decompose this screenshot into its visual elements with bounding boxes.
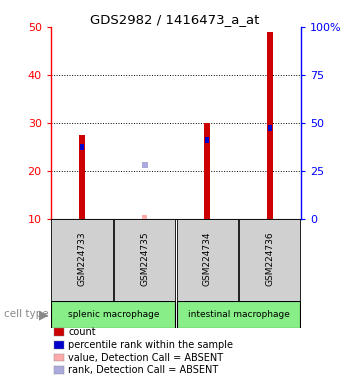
Bar [204,123,210,219]
Bar [267,125,272,131]
Bar [141,162,148,168]
Bar [51,219,113,301]
Bar [239,219,300,301]
Text: GSM224735: GSM224735 [140,231,149,286]
Text: cell type: cell type [4,310,48,319]
Text: percentile rank within the sample: percentile rank within the sample [68,340,233,350]
Bar [79,135,85,219]
Bar [114,219,175,301]
Text: GSM224736: GSM224736 [265,231,274,286]
Bar [176,301,300,328]
Text: ▶: ▶ [39,308,49,321]
Text: rank, Detection Call = ABSENT: rank, Detection Call = ABSENT [68,365,218,375]
Text: splenic macrophage: splenic macrophage [68,310,159,319]
Text: GSM224733: GSM224733 [78,231,86,286]
Text: intestinal macrophage: intestinal macrophage [188,310,289,319]
Text: GSM224734: GSM224734 [203,231,212,286]
Text: value, Detection Call = ABSENT: value, Detection Call = ABSENT [68,353,223,362]
Bar [176,219,238,301]
Text: count: count [68,327,96,337]
Bar [205,137,209,142]
Text: GDS2982 / 1416473_a_at: GDS2982 / 1416473_a_at [90,13,260,26]
Bar [80,144,84,150]
Bar [142,215,147,219]
Bar [267,31,273,219]
Bar [51,301,175,328]
